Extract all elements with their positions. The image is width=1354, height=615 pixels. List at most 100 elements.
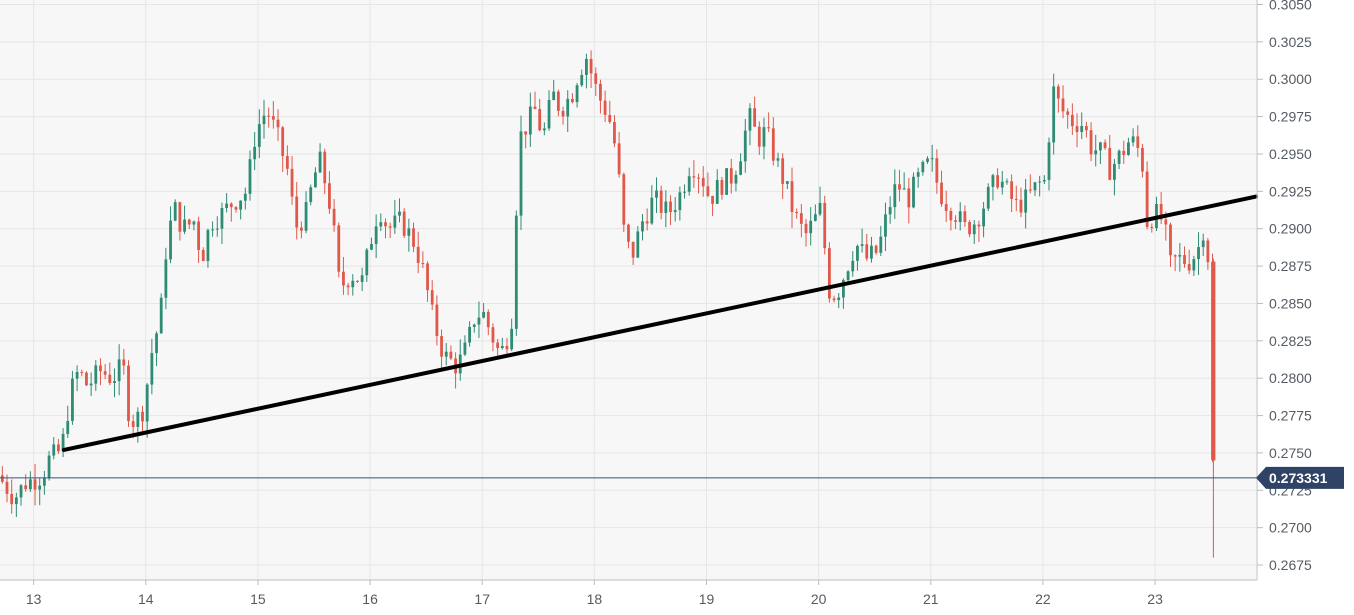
- candle-up: [683, 191, 686, 193]
- candle-down: [103, 371, 107, 375]
- y-tick-label: 0.3050: [1269, 0, 1312, 12]
- candle-down: [1173, 255, 1177, 257]
- candle-down: [940, 182, 943, 205]
- x-tick-label: 14: [138, 591, 154, 607]
- candle-up: [169, 220, 172, 260]
- candle-down: [622, 174, 626, 225]
- candle-down: [589, 58, 593, 74]
- x-tick-label: 15: [250, 591, 266, 607]
- candle-up: [113, 381, 116, 383]
- candle-down: [267, 115, 271, 117]
- overlays: [0, 194, 1258, 479]
- candle-down: [996, 175, 1000, 188]
- candle-down: [1019, 199, 1023, 213]
- candle-up: [351, 280, 355, 288]
- y-tick-label: 0.2875: [1269, 258, 1312, 274]
- candle-up: [926, 158, 929, 162]
- candle-down: [935, 158, 939, 183]
- candle-down: [281, 127, 285, 157]
- candle-up: [528, 106, 532, 135]
- candle-up: [743, 130, 747, 162]
- candle-down: [332, 208, 336, 226]
- candle-down: [874, 245, 878, 253]
- candle-down: [697, 177, 700, 179]
- candle-up: [860, 244, 864, 246]
- candle-up: [61, 433, 65, 452]
- candle-down: [1164, 219, 1168, 225]
- y-tick-label: 0.2800: [1269, 370, 1312, 386]
- candle-down: [701, 177, 705, 187]
- candle-down: [285, 156, 289, 169]
- candle-down: [276, 119, 280, 128]
- candle-up: [725, 168, 728, 195]
- candle-down: [1075, 126, 1079, 133]
- candle-down: [706, 186, 710, 196]
- candle-up: [1117, 150, 1121, 164]
- candle-down: [608, 114, 612, 122]
- candle-up: [1038, 181, 1042, 183]
- candle-up: [1113, 163, 1116, 180]
- candle-up: [678, 192, 682, 211]
- candle-up: [370, 244, 373, 250]
- candle-down: [290, 168, 294, 197]
- candle-up: [360, 275, 364, 282]
- candle-up: [986, 186, 990, 209]
- candle-up: [155, 333, 158, 354]
- candle-up: [215, 228, 219, 230]
- candle-down: [1145, 171, 1149, 228]
- candle-down: [1010, 181, 1014, 199]
- candle-up: [1201, 240, 1205, 248]
- candle-up: [1127, 142, 1130, 155]
- candle-down: [963, 211, 967, 223]
- candle-down: [968, 222, 971, 235]
- candle-up: [477, 317, 481, 325]
- candle-up: [762, 127, 766, 147]
- candle-down: [384, 222, 387, 227]
- candle-down: [5, 481, 9, 494]
- candle-down: [804, 223, 808, 234]
- candle-down: [491, 327, 495, 343]
- candle-up: [482, 311, 486, 318]
- candle-up: [916, 172, 920, 177]
- candle-up: [89, 383, 93, 386]
- candle-up: [1094, 150, 1098, 155]
- candle-up: [870, 245, 873, 259]
- candle-up: [304, 202, 308, 231]
- y-tick-label: 0.2925: [1269, 183, 1312, 199]
- candle-up: [262, 115, 266, 125]
- candle-up: [566, 98, 570, 117]
- candle-up: [575, 85, 579, 103]
- candles: [0, 50, 1216, 558]
- candle-up: [398, 211, 401, 216]
- y-tick-label: 0.2950: [1269, 146, 1312, 162]
- candle-up: [510, 328, 514, 350]
- candle-down: [1061, 98, 1065, 112]
- candle-down: [299, 227, 303, 231]
- candle-down: [659, 190, 663, 213]
- candle-up: [1000, 181, 1004, 188]
- candle-down: [1122, 150, 1126, 155]
- candle-down: [790, 181, 794, 212]
- candle-down: [524, 131, 528, 135]
- candle-up: [846, 271, 850, 281]
- candle-down: [328, 183, 331, 209]
- candle-down: [430, 290, 434, 305]
- candle-down: [0, 475, 4, 482]
- candle-up: [893, 184, 897, 208]
- candle-up: [1005, 181, 1009, 183]
- candle-up: [318, 151, 322, 173]
- candle-up: [239, 200, 243, 210]
- candle-down: [1136, 136, 1140, 148]
- candle-down: [57, 444, 60, 452]
- candle-down: [416, 246, 420, 264]
- candle-down: [771, 128, 775, 161]
- candle-down: [613, 121, 616, 144]
- candle-down: [108, 374, 112, 383]
- candle-up: [1197, 247, 1200, 260]
- candle-up: [542, 128, 546, 131]
- candle-up: [248, 159, 252, 194]
- candle-down: [505, 345, 509, 350]
- candle-down: [33, 479, 37, 490]
- candle-up: [211, 229, 215, 231]
- candle-down: [337, 225, 341, 272]
